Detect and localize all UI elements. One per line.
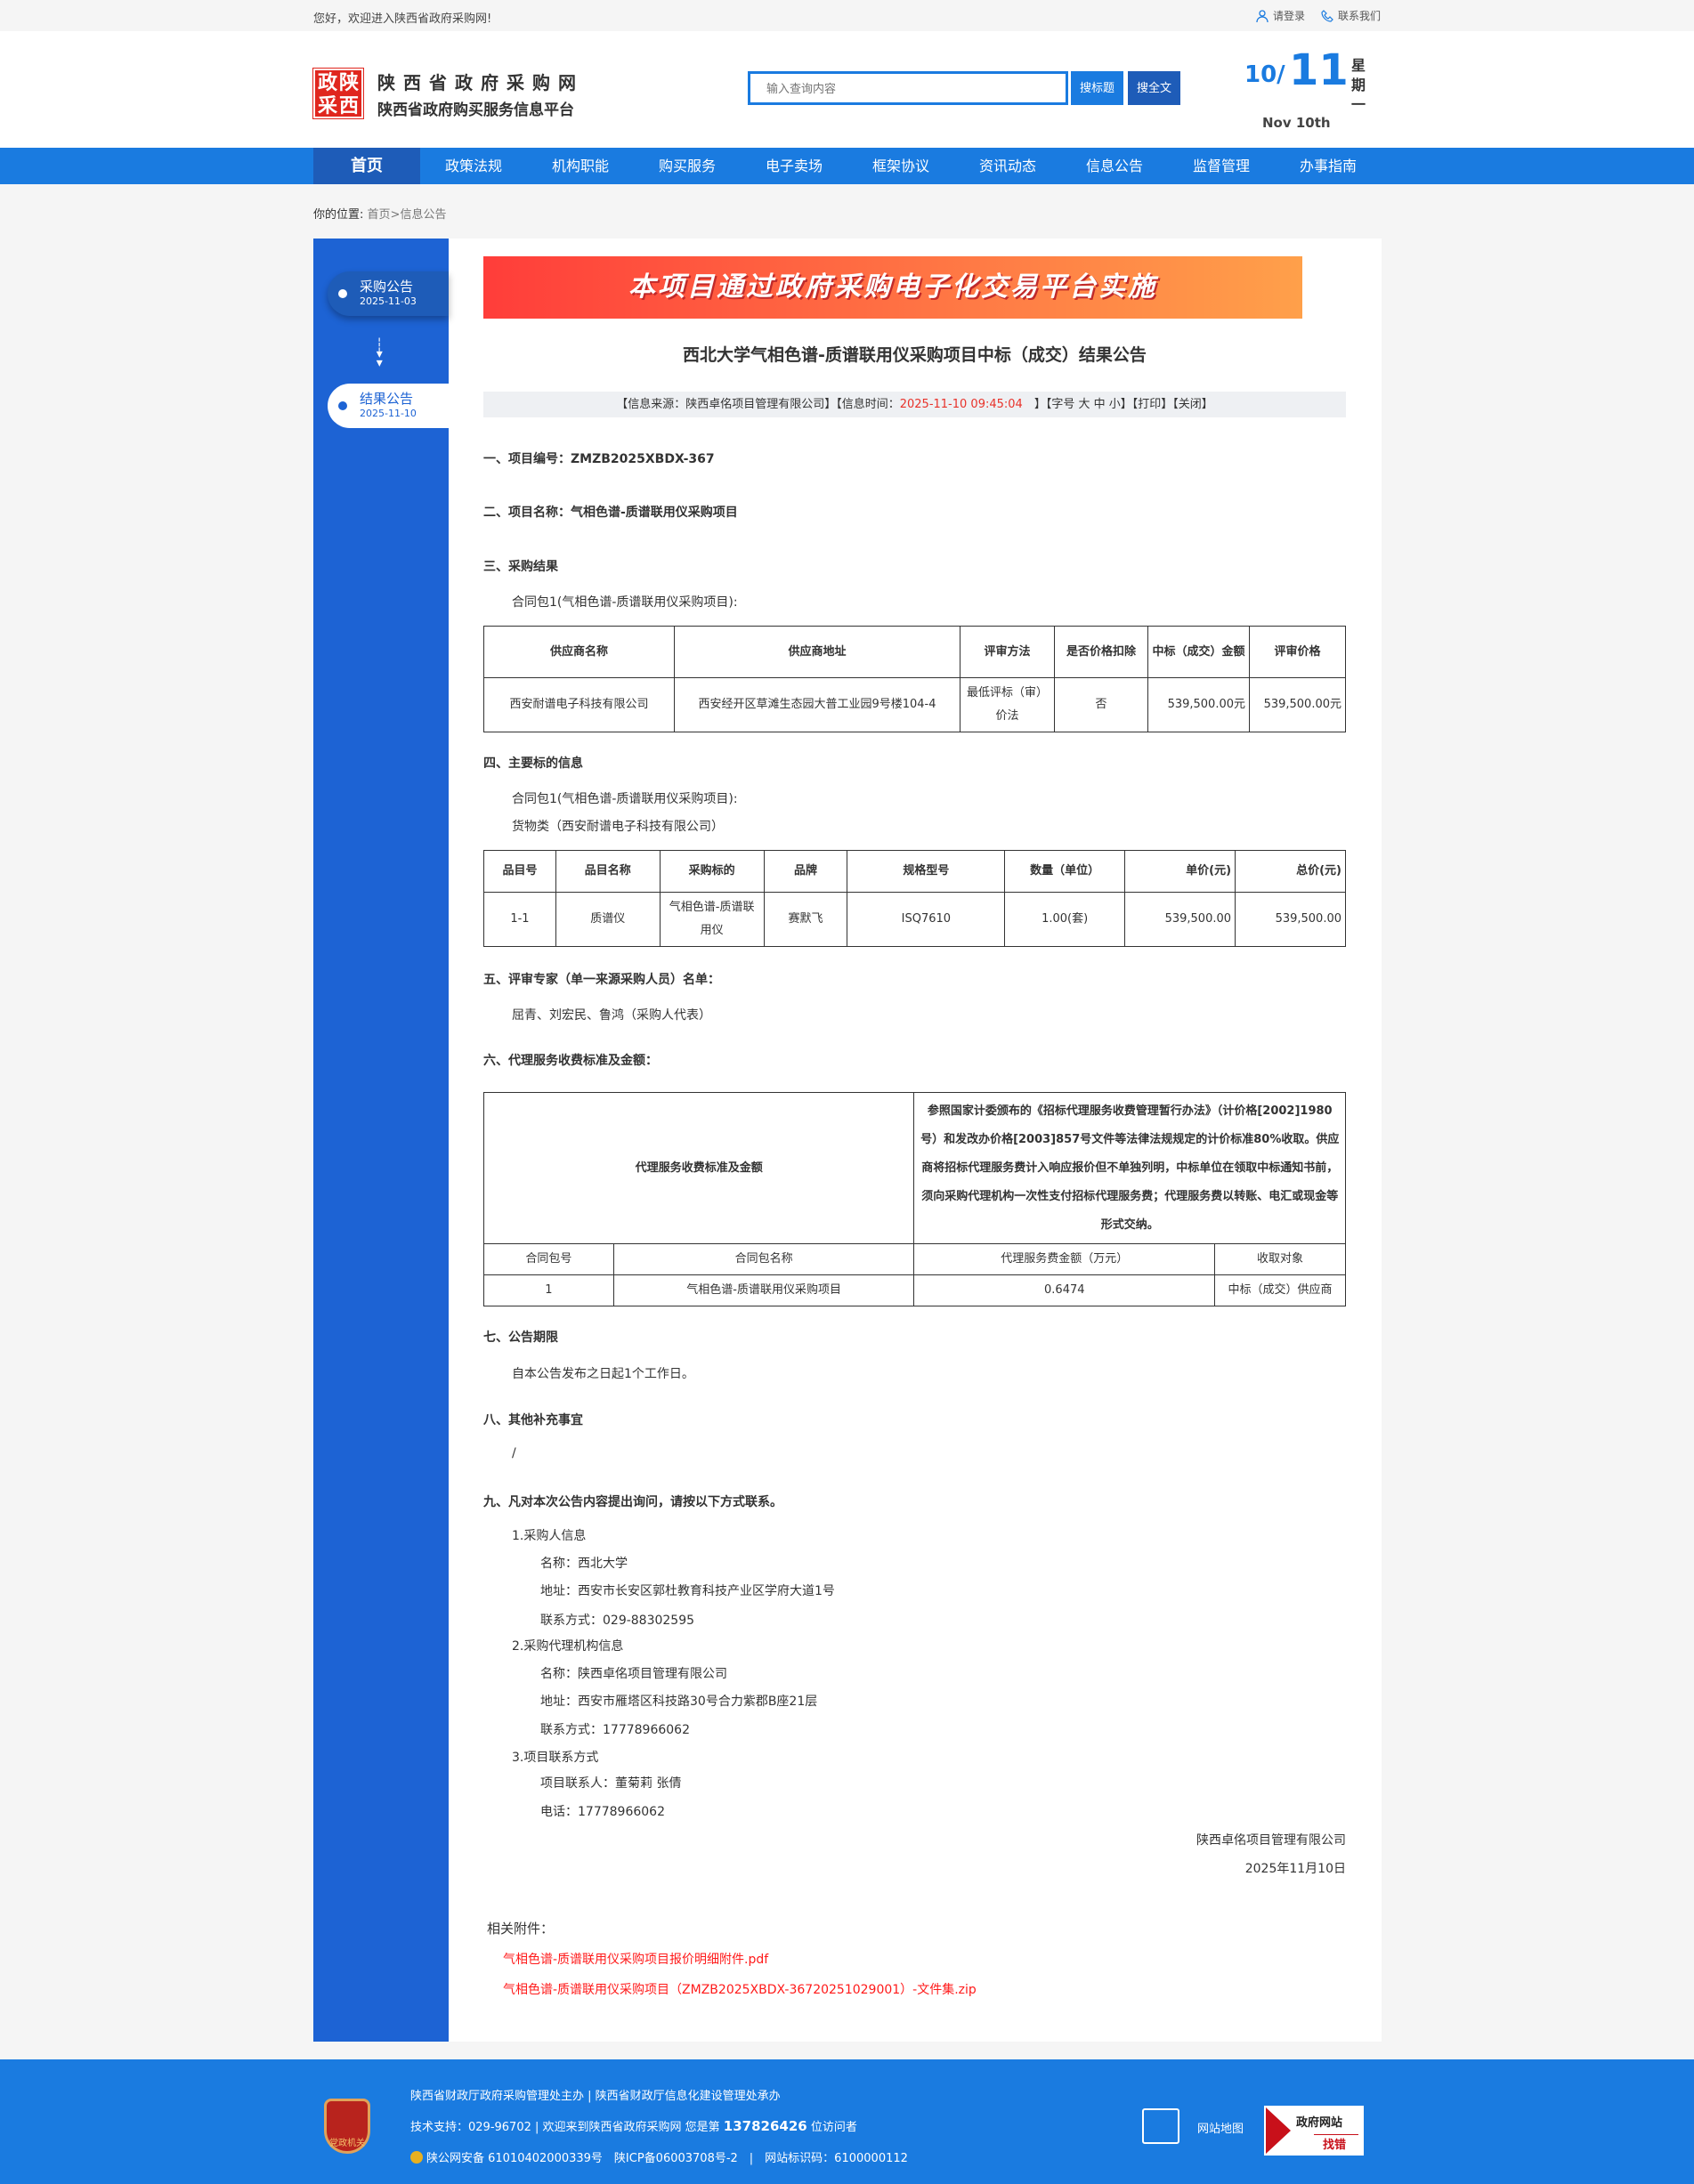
search-input[interactable] [748,71,1068,105]
attachment-link[interactable]: 气相色谱-质谱联用仪采购项目报价明细附件.pdf [503,1953,769,1967]
timeline-item-result[interactable]: 结果公告 2025-11-10 [328,384,449,428]
login-link[interactable]: 请登录 [1256,8,1305,23]
search-title-button[interactable]: 搜标题 [1071,71,1123,105]
nav-home[interactable]: 首页 [313,148,420,184]
welcome-text: 您好，欢迎进入陕西省政府采购网! [313,12,492,26]
section-3: 三、采购结果 [483,560,558,574]
close-link[interactable]: 【关闭】 [1172,398,1213,411]
breadcrumb-home[interactable]: 首页 [367,208,391,222]
section-1: 一、项目编号：ZMZB2025XBDX-367 [483,452,715,466]
main-box: 采购公告 2025-11-03 ┆ ▾ ▾ 结果公告 2025-11-10 本项目通过政… [313,239,1382,2042]
section-5: 五、评审专家（单一来源采购人员）名单： [483,973,720,987]
timeline-item-procurement[interactable]: 采购公告 2025-11-03 [328,271,449,316]
visitor-count: 137826426 [723,2118,807,2134]
nav-purchase-service[interactable]: 购买服务 [658,158,716,174]
section-7: 七、公告期限 [483,1331,558,1345]
footer: 党政机关 陕西省财政厅政府采购管理处主办 | 陕西省财政厅信息化建设管理处承办 … [0,2059,1694,2184]
article-meta: 【信息来源：陕西卓佲项目管理有限公司】【信息时间：2025-11-10 09:4… [483,392,1346,417]
signature: 陕西卓佲项目管理有限公司 [1196,1833,1346,1848]
party-gov-badge[interactable]: 党政机关 [324,2099,370,2154]
attachment-link[interactable]: 气相色谱-质谱联用仪采购项目（ZMZB2025XBDX-367202510290… [503,1983,977,1997]
dot-icon [338,401,347,410]
section-9: 九、凡对本次公告内容提出询问，请按以下方式联系。 [483,1495,782,1509]
print-link[interactable]: 【打印】 [1131,398,1173,411]
main-nav: 首页 政策法规 机构职能 购买服务 电子卖场 框架协议 资讯动态 信息公告 监督… [0,148,1694,184]
arrow-down-icon: ┆ ▾ ▾ [376,338,384,370]
nav-emall[interactable]: 电子卖场 [765,158,823,174]
nav-supervision[interactable]: 监督管理 [1192,158,1250,174]
site-name: 陕西省政府采购网 [377,72,584,93]
table-row: 西安耐谱电子科技有限公司 西安经开区草滩生态园大普工业园9号楼104-4 最低评标（… [483,677,1346,732]
contact-link[interactable]: 联系我们 [1321,8,1381,23]
section-8: 八、其他补充事宜 [483,1413,583,1428]
banner: 本项目通过政府采购电子化交易平台实施 [483,256,1302,319]
result-table: 供应商名称 供应商地址 评审方法 是否价格扣除 中标（成交）金额 评审价格 西安耐谱电子科… [483,626,1346,732]
magnifier-icon [1266,2107,1291,2154]
nav-notice[interactable]: 信息公告 [1085,158,1143,174]
top-bar: 您好，欢迎进入陕西省政府采购网! 请登录 联系我们 [0,0,1694,31]
nav-policy[interactable]: 政策法规 [444,158,502,174]
timeline-sidebar: 采购公告 2025-11-03 ┆ ▾ ▾ 结果公告 2025-11-10 [313,239,449,2042]
fee-table: 代理服务收费标准及金额 参照国家计委颁布的《招标代理服务收费管理暂行办法》（计价格… [482,1092,1346,1306]
table-row: 1-1 质谱仪 气相色谱-质谱联用仪 赛默飞 ISQ7610 1.00(套) 539,500… [483,892,1346,947]
gov-site-error-report[interactable]: 政府网站 找错 [1263,2105,1365,2156]
site-logo[interactable]: 政陕采西 [312,68,364,119]
nav-news[interactable]: 资讯动态 [978,158,1036,174]
breadcrumb: 你的位置: 首页>信息公告 [313,208,447,222]
section-2: 二、项目名称：气相色谱-质谱联用仪采购项目 [483,506,738,520]
user-icon [1256,9,1268,22]
article-title: 西北大学气相色谱-质谱联用仪采购项目中标（成交）结果公告 [683,345,1147,365]
section-6: 六、代理服务收费标准及金额： [483,1054,658,1068]
item-table: 品目号 品目名称 采购标的 品牌 规格型号 数量（单位） 单价(元) 总价(元) 1-1 质谱仪… [483,850,1346,947]
attachments-label: 相关附件： [487,1921,555,1937]
font-size-control[interactable]: 【字号 大 中 小】 [1045,398,1132,411]
map-icon[interactable] [1142,2108,1179,2144]
dot-icon [338,289,347,298]
phone-icon [1321,9,1333,22]
nav-guide[interactable]: 办事指南 [1299,158,1357,174]
nav-framework[interactable]: 框架协议 [871,158,929,174]
search-fulltext-button[interactable]: 搜全文 [1128,71,1180,105]
weekday: 星期一 [1351,57,1366,113]
table-row: 1 气相色谱-质谱联用仪采购项目 0.6474 中标（成交）供应商 [483,1274,1346,1306]
site-subtitle: 陕西省政府购买服务信息平台 [377,101,574,119]
nav-org[interactable]: 机构职能 [551,158,609,174]
section-4: 四、主要标的信息 [483,756,583,771]
sign-date: 2025年11月10日 [1244,1862,1346,1876]
police-emblem-icon [410,2151,423,2164]
sitemap-link[interactable]: 网站地图 [1197,2123,1244,2136]
